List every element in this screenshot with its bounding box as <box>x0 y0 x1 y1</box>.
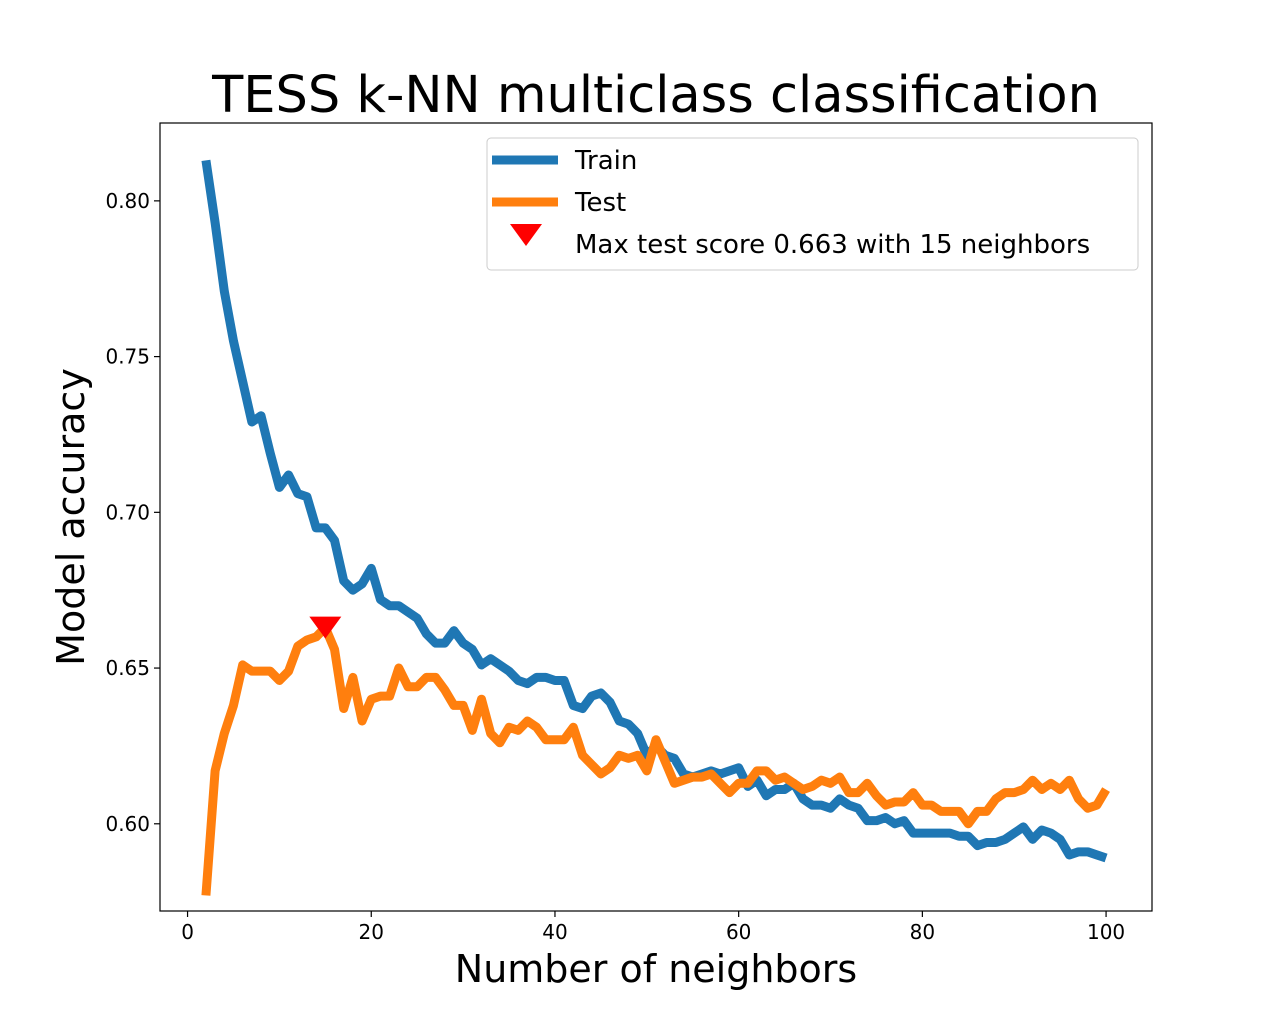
y-tick-label: 0.75 <box>105 345 150 369</box>
max-test-marker <box>309 616 342 639</box>
series-line-test <box>201 623 1110 896</box>
series-layer <box>201 159 1110 896</box>
y-tick-label: 0.80 <box>105 189 150 213</box>
y-tick-label: 0.60 <box>105 812 150 836</box>
legend: Train Test Max test score 0.663 with 15 … <box>486 137 1139 271</box>
x-tick-label: 0 <box>181 920 194 944</box>
y-tick-label: 0.70 <box>105 500 150 524</box>
chart-title: TESS k-NN multiclass classification <box>211 66 1100 125</box>
x-tick-label: 40 <box>542 920 567 944</box>
legend-box <box>486 137 1139 271</box>
x-tick-label: 20 <box>359 920 384 944</box>
y-axis-label: Model accuracy <box>49 368 93 666</box>
x-tick-label: 80 <box>910 920 935 944</box>
plot-frame <box>159 122 1153 912</box>
x-axis-ticks: 0 20 40 60 80 100 <box>181 911 1125 944</box>
x-axis-label: Number of neighbors <box>455 947 857 991</box>
y-axis-ticks: 0.60 0.65 0.70 0.75 0.80 <box>105 189 160 836</box>
legend-label-train: Train <box>574 146 637 176</box>
x-tick-label: 100 <box>1087 920 1125 944</box>
x-tick-label: 60 <box>726 920 751 944</box>
marker-layer <box>309 616 342 639</box>
legend-swatch-max-marker <box>510 224 542 246</box>
legend-label-max: Max test score 0.663 with 15 neighbors <box>575 230 1090 260</box>
y-tick-label: 0.65 <box>105 656 150 680</box>
legend-label-test: Test <box>574 188 626 218</box>
